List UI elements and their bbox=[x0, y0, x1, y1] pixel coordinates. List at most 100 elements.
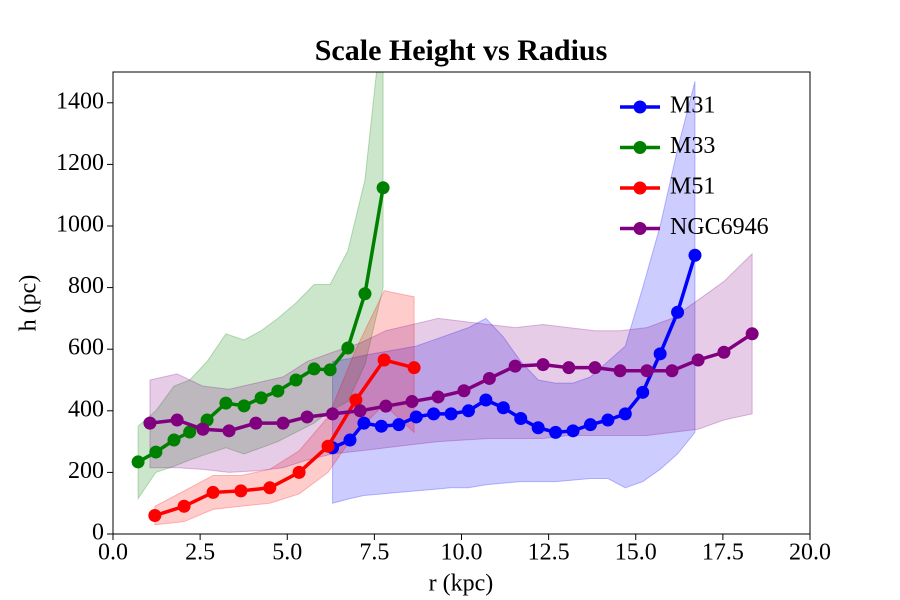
data-point bbox=[482, 371, 496, 385]
data-point bbox=[444, 407, 458, 421]
legend-label: NGC6946 bbox=[670, 214, 769, 240]
x-tick-label: 0.0 bbox=[98, 540, 128, 566]
data-point bbox=[289, 373, 303, 387]
y-tick-label: 200 bbox=[68, 458, 104, 484]
legend-marker bbox=[633, 222, 647, 235]
data-point bbox=[326, 407, 340, 421]
x-tick-label: 20.0 bbox=[789, 540, 831, 566]
data-point bbox=[196, 422, 210, 436]
data-point bbox=[618, 407, 632, 421]
data-point bbox=[427, 407, 441, 421]
data-point bbox=[461, 404, 475, 418]
data-point bbox=[131, 455, 145, 469]
legend-label: M51 bbox=[670, 174, 715, 200]
x-tick-label: 15.0 bbox=[615, 540, 657, 566]
x-tick-label: 2.5 bbox=[185, 540, 215, 566]
data-point bbox=[234, 484, 248, 498]
data-point bbox=[170, 413, 184, 427]
data-point bbox=[745, 327, 759, 341]
x-tick-label: 12.5 bbox=[528, 540, 570, 566]
data-point bbox=[717, 345, 731, 359]
data-point bbox=[374, 419, 388, 433]
plot-area bbox=[131, 72, 759, 526]
data-point bbox=[407, 361, 421, 375]
legend-label: M31 bbox=[670, 93, 715, 119]
data-point bbox=[671, 305, 685, 319]
y-tick-label: 1000 bbox=[56, 212, 104, 238]
data-point bbox=[276, 416, 290, 430]
data-point bbox=[665, 364, 679, 378]
data-point bbox=[562, 361, 576, 375]
x-tick-label: 5.0 bbox=[272, 540, 302, 566]
y-tick-label: 1400 bbox=[56, 88, 104, 114]
data-point bbox=[588, 361, 602, 375]
data-point bbox=[358, 287, 372, 301]
legend-marker bbox=[633, 141, 647, 154]
data-point bbox=[263, 481, 277, 495]
legend-label: M33 bbox=[670, 133, 715, 159]
x-axis-label: r (kpc) bbox=[429, 571, 494, 597]
data-point bbox=[249, 416, 263, 430]
data-point bbox=[177, 499, 191, 513]
x-tick-label: 7.5 bbox=[359, 540, 389, 566]
data-point bbox=[357, 416, 371, 430]
data-point bbox=[219, 396, 233, 410]
data-point bbox=[376, 181, 390, 195]
data-point bbox=[457, 384, 471, 398]
data-point bbox=[508, 359, 522, 373]
data-point bbox=[149, 445, 163, 459]
data-point bbox=[514, 412, 528, 425]
data-point bbox=[353, 404, 367, 418]
data-point bbox=[300, 410, 314, 424]
data-point bbox=[691, 353, 705, 367]
data-point bbox=[343, 433, 357, 447]
data-point bbox=[496, 401, 510, 415]
data-point bbox=[479, 393, 493, 407]
y-tick-label: 400 bbox=[68, 396, 104, 422]
data-point bbox=[323, 363, 337, 377]
data-point bbox=[688, 248, 702, 262]
data-point bbox=[237, 399, 251, 413]
data-point bbox=[531, 421, 545, 435]
data-point bbox=[222, 424, 236, 438]
data-point bbox=[653, 347, 667, 361]
data-point bbox=[636, 385, 650, 399]
data-point bbox=[254, 391, 268, 405]
legend-marker bbox=[633, 181, 647, 195]
data-point bbox=[377, 353, 391, 367]
data-point bbox=[341, 341, 355, 355]
y-tick-label: 1200 bbox=[56, 150, 104, 176]
x-tick-label: 17.5 bbox=[702, 540, 744, 566]
data-point bbox=[307, 362, 321, 376]
legend-marker bbox=[633, 100, 647, 114]
chart-title: Scale Height vs Radius bbox=[315, 34, 608, 67]
data-point bbox=[405, 395, 419, 409]
data-point bbox=[392, 418, 406, 432]
data-point bbox=[640, 364, 654, 378]
data-point bbox=[613, 364, 627, 378]
data-point bbox=[409, 410, 423, 424]
y-tick-label: 800 bbox=[68, 273, 104, 299]
y-tick-label: 600 bbox=[68, 335, 104, 361]
data-point bbox=[143, 416, 157, 430]
y-tick-label: 0 bbox=[92, 520, 104, 546]
error-band bbox=[137, 72, 384, 501]
data-point bbox=[566, 424, 580, 438]
series-line bbox=[331, 254, 697, 450]
data-point bbox=[206, 485, 220, 499]
data-point bbox=[601, 413, 615, 427]
series-line bbox=[154, 357, 415, 518]
data-point bbox=[148, 509, 162, 523]
data-point bbox=[183, 425, 197, 439]
data-point bbox=[349, 393, 363, 407]
data-point bbox=[536, 358, 550, 372]
data-point bbox=[292, 465, 306, 479]
data-point bbox=[167, 433, 181, 447]
data-point bbox=[583, 418, 597, 432]
x-tick-label: 10.0 bbox=[441, 540, 483, 566]
y-axis-label: h (pc) bbox=[16, 275, 42, 332]
data-point bbox=[321, 439, 335, 453]
data-point bbox=[271, 384, 285, 398]
